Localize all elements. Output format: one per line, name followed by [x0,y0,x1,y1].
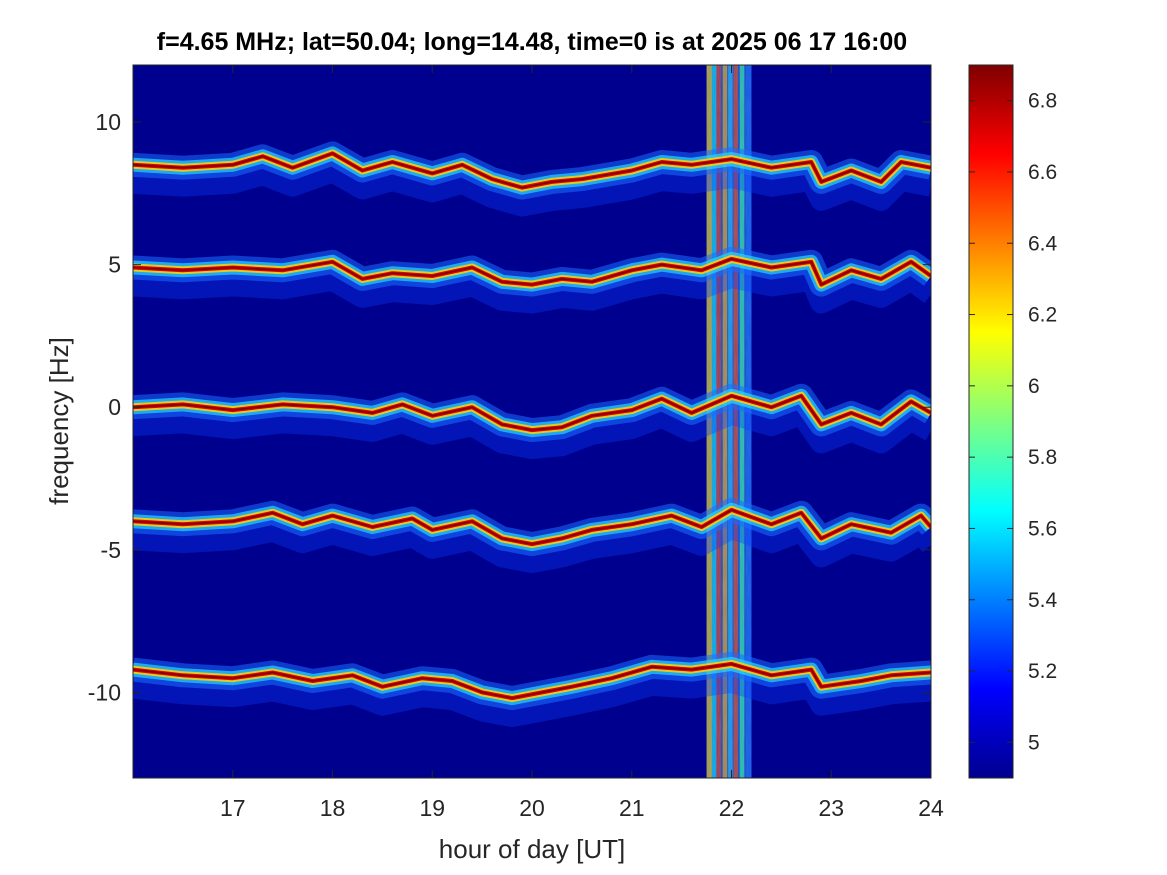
trace-peak [133,509,931,545]
trace-lower-spread [133,160,931,217]
x-tick-label: 17 [220,795,246,821]
heatmap-layer [133,65,931,778]
trace-peak [133,258,931,286]
x-tick-label: 23 [818,795,844,821]
y-tick-label: 5 [108,252,121,278]
colorbar-tick-label: 6.6 [1028,161,1057,184]
colorbar-tick-label: 5 [1028,731,1040,754]
x-tick-label: 19 [419,795,445,821]
y-tick-label: -5 [101,537,121,563]
plot-area [132,64,932,779]
trace-lower-spread [133,402,931,460]
chart-title: f=4.65 MHz; lat=50.04; long=14.48, time=… [157,28,907,56]
x-tick-label: 20 [519,795,545,821]
colorbar-tick-label: 6.8 [1028,90,1057,113]
colorbar-ticks: 6.8 6.6 6.4 6.2 6 5.8 5.6 5.4 5.2 5 [969,90,1058,754]
colorbar-tick-label: 5.8 [1028,446,1057,469]
x-axis-label: hour of day [UT] [439,834,625,864]
y-axis-ticks: 10 5 0 -5 -10 [88,109,931,705]
colorbar-tick-label: 6 [1028,375,1040,398]
colorbar-frame [968,64,1014,779]
colorbar-tick-label: 5.2 [1028,660,1057,683]
colorbar-gradient [969,65,1013,778]
trace-peak [133,663,931,699]
x-tick-label: 24 [918,795,944,821]
trace-peak [133,152,931,189]
colorbar-tick-label: 6.4 [1028,232,1058,255]
y-tick-label: 0 [108,394,121,420]
y-axis-label: frequency [Hz] [44,337,74,505]
trace-lower-spread [133,265,931,314]
y-tick-label: -10 [88,679,121,705]
trace-peak [133,395,931,431]
x-axis-ticks: 17 18 19 20 21 22 23 24 [220,65,944,821]
colorbar-tick-label: 5.6 [1028,517,1057,540]
colorbar-tick-label: 5.4 [1028,589,1058,612]
colorbar: 6.8 6.6 6.4 6.2 6 5.8 5.6 5.4 5.2 5 [968,64,1058,779]
x-tick-label: 18 [320,795,346,821]
trace-lower-spread [133,516,931,574]
x-tick-label: 22 [719,795,745,821]
colorbar-tick-label: 6.2 [1028,304,1057,327]
y-tick-label: 10 [95,109,121,135]
x-tick-label: 21 [619,795,645,821]
